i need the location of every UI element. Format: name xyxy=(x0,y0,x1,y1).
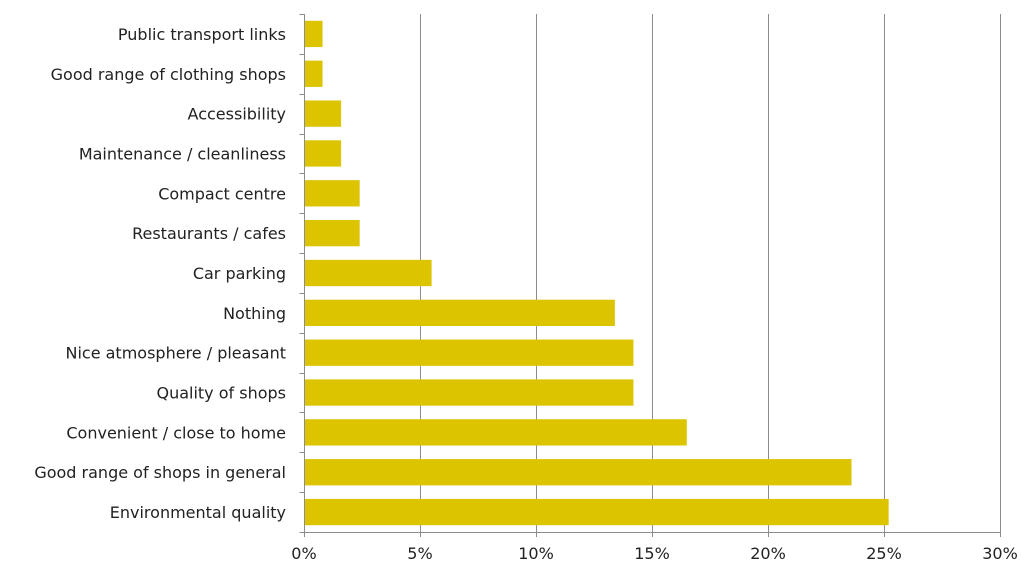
category-label: Nothing xyxy=(223,304,286,323)
category-label: Accessibility xyxy=(188,105,286,124)
category-label: Nice atmosphere / pleasant xyxy=(65,344,286,363)
bar-7 xyxy=(305,299,615,326)
x-tick-label: 25% xyxy=(866,544,902,563)
gridlines xyxy=(420,14,1001,532)
x-tick-label: 30% xyxy=(982,544,1018,563)
category-label: Maintenance / cleanliness xyxy=(79,144,286,163)
axes xyxy=(299,14,1001,537)
bar-5 xyxy=(305,220,360,247)
category-label: Good range of shops in general xyxy=(34,463,286,482)
category-label: Environmental quality xyxy=(110,503,286,522)
x-tick-labels: 0% 5% 10% 15% 20% 25% 30% xyxy=(291,544,1017,563)
bar-4 xyxy=(305,180,360,207)
category-label: Quality of shops xyxy=(156,384,286,403)
bars xyxy=(305,20,889,526)
x-tick-label: 0% xyxy=(291,544,316,563)
category-labels: Public transport links Good range of clot… xyxy=(34,25,286,522)
bar-2 xyxy=(305,100,342,127)
category-label: Compact centre xyxy=(158,184,286,203)
category-label: Public transport links xyxy=(118,25,286,44)
x-tick-label: 10% xyxy=(518,544,554,563)
bar-10 xyxy=(305,419,687,446)
x-tick-label: 20% xyxy=(750,544,786,563)
category-label: Car parking xyxy=(193,264,286,283)
bar-6 xyxy=(305,259,432,287)
bar-0 xyxy=(305,20,323,48)
x-tick-label: 15% xyxy=(634,544,670,563)
bar-12 xyxy=(305,498,889,526)
bar-9 xyxy=(305,379,634,406)
bar-11 xyxy=(305,459,852,486)
category-label: Good range of clothing shops xyxy=(51,65,286,84)
bar-3 xyxy=(305,140,342,167)
category-label: Convenient / close to home xyxy=(66,423,286,442)
bar-8 xyxy=(305,339,634,366)
bar-1 xyxy=(305,60,323,87)
x-tick-label: 5% xyxy=(407,544,432,563)
category-label: Restaurants / cafes xyxy=(132,224,286,243)
